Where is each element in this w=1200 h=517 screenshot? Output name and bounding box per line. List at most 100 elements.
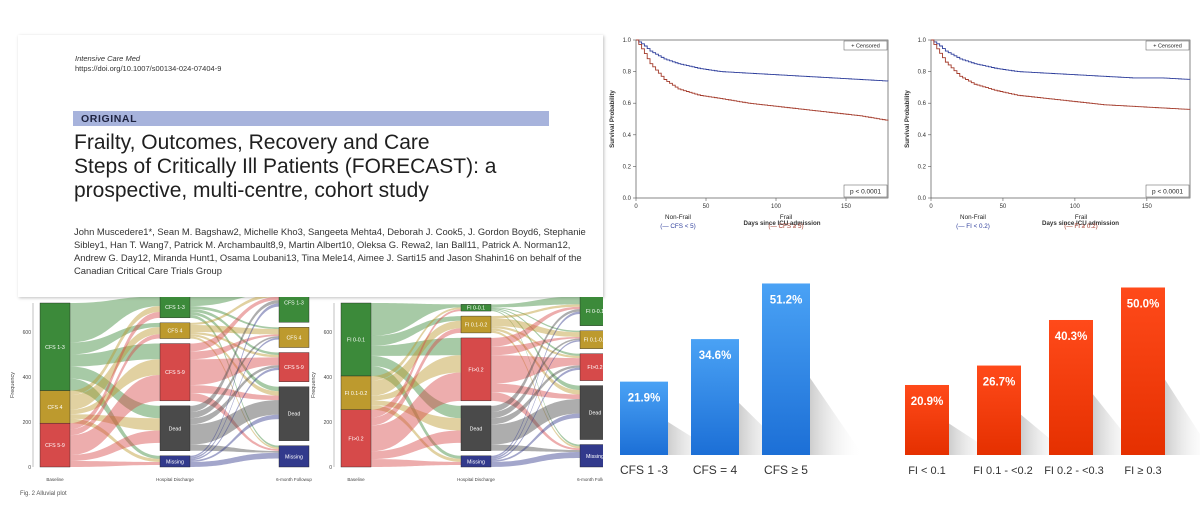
article-type-label: ORIGINAL	[81, 113, 138, 125]
km-chart-cfs: 0.0 0.2 0.4 0.6 0.8 1.0 0 50 100 150 Survival Prob…	[609, 38, 889, 230]
alluvial-node-label: FI>0.2	[348, 436, 363, 442]
group-label-frail: Frail	[780, 214, 792, 221]
alluvial-node	[460, 405, 492, 451]
alluvial-flow	[190, 314, 279, 448]
alluvial-node	[579, 444, 603, 468]
alluvial-flow	[70, 343, 160, 367]
paper-title: Frailty, Outcomes, Recovery and Care Ste…	[74, 131, 594, 203]
alluvial-flow	[70, 414, 160, 431]
alluvial-flow	[371, 355, 461, 401]
alluvial-flow	[190, 306, 279, 329]
stage-label: Baseline	[347, 477, 365, 482]
alluvial-node-label: FI>0.2	[468, 367, 483, 373]
alluvial-node-label: Missing	[166, 459, 184, 465]
alluvial-flow	[190, 365, 279, 425]
bar-shadow	[949, 423, 998, 455]
y-tick-label: 0.0	[623, 196, 632, 202]
doi-link[interactable]: https://doi.org/10.1007/s00134-024-07404…	[75, 64, 222, 73]
alluvial-node	[159, 343, 191, 402]
alluvial-node-label: Dead	[470, 426, 483, 432]
bar-value-label: 50.0%	[1127, 299, 1160, 311]
y-tick-label: 600	[324, 330, 333, 336]
x-tick-label: 50	[703, 204, 710, 210]
alluvial-node-label: CFS 1-3	[165, 305, 185, 311]
alluvial-flow	[190, 332, 279, 358]
group-label-frail-sub: (— FI ≥ 0.2)	[1064, 223, 1098, 230]
y-tick-label: 0.4	[623, 133, 632, 139]
alluvial-flow	[491, 306, 580, 347]
alluvial-flow	[70, 460, 160, 467]
legend-box	[843, 40, 888, 51]
alluvial-flow	[70, 366, 160, 419]
x-tick-label: 100	[1070, 204, 1081, 210]
alluvial-flow	[491, 311, 580, 458]
alluvial-node	[159, 405, 191, 451]
alluvial-flow	[190, 334, 279, 360]
alluvial-flow	[190, 414, 279, 462]
y-tick-label: 200	[23, 420, 32, 426]
alluvial-flow	[491, 328, 580, 395]
alluvial-flow	[190, 309, 279, 355]
alluvial-flow	[371, 355, 461, 419]
alluvial-node	[460, 304, 492, 312]
alluvial-node	[460, 337, 492, 402]
alluvial-flow	[190, 400, 279, 445]
y-axis-title: Frequency	[311, 372, 317, 398]
y-tick-label: 400	[324, 375, 333, 381]
alluvial-flow	[70, 378, 160, 459]
alluvial-node	[340, 409, 372, 468]
bar	[691, 339, 739, 455]
alluvial-flow	[70, 327, 160, 410]
alluvial-node-label: Missing	[467, 459, 485, 465]
bar	[905, 384, 949, 455]
y-tick-label: 1.0	[918, 38, 927, 44]
alluvial-node	[278, 297, 310, 323]
alluvial-flow	[491, 355, 580, 384]
alluvial-flow	[491, 309, 580, 391]
alluvial-flow	[190, 336, 279, 450]
bar-shadow	[1093, 394, 1142, 455]
alluvial-flow	[491, 318, 580, 338]
alluvial-flow	[491, 339, 580, 459]
alluvial-node-label: FI 0.1-0.2	[345, 391, 368, 397]
y-tick-label: 0.8	[918, 70, 927, 76]
y-tick-label: 0.6	[918, 101, 927, 107]
alluvial-flow	[491, 398, 580, 445]
group-label-frail-sub: (— CFS ≥ 5)	[768, 223, 803, 230]
y-axis-title: Survival Probability	[609, 90, 616, 148]
alluvial-flow	[491, 413, 580, 462]
alluvial-node	[39, 390, 71, 424]
alluvial-flow	[190, 337, 279, 459]
alluvial-flow	[190, 392, 279, 451]
y-tick-label: 0.2	[918, 164, 927, 170]
x-tick-label: 0	[929, 204, 933, 210]
pvalue-box	[1145, 184, 1190, 198]
alluvial-node-label: FI 0.1-0.2	[584, 338, 603, 344]
y-tick-label: 200	[324, 420, 333, 426]
km-curve	[636, 39, 889, 82]
alluvial-node-label: Dead	[169, 426, 182, 432]
bar	[1121, 287, 1165, 455]
alluvial-flow	[190, 300, 279, 413]
alluvial-flow	[371, 430, 461, 460]
journal-name: Intensive Care Med	[75, 54, 141, 63]
alluvial-node	[278, 352, 310, 382]
stage-label: Hospital Discharge	[156, 477, 194, 482]
km-chart-fi: 0.0 0.2 0.4 0.6 0.8 1.0 0 50 100 150 Survival Prob…	[904, 38, 1191, 230]
alluvial-node-label: CFS 5-9	[284, 365, 304, 371]
km-plot-area	[930, 39, 1191, 199]
alluvial-flow	[371, 405, 461, 462]
alluvial-node-label: Dead	[589, 411, 602, 417]
paper-header: Intensive Care Med https://doi.org/10.10…	[18, 35, 603, 297]
bar-value-label: 21.9%	[628, 393, 661, 405]
category-label: FI ≥ 0.3	[1124, 465, 1161, 477]
alluvial-flow	[190, 444, 279, 453]
alluvial-node-label: FI 0-0.1	[467, 306, 485, 312]
alluvial-flow	[190, 367, 279, 461]
alluvial-plots: 0 200 400 600 Frequency CFS 1-3 CFS 4 CFS 5-9 Ba…	[10, 297, 603, 497]
alluvial-flow	[371, 365, 461, 459]
y-tick-label: 0.4	[918, 133, 927, 139]
alluvial-flow	[491, 451, 580, 467]
bar-value-label: 26.7%	[983, 377, 1016, 389]
km-curve	[931, 39, 1191, 80]
